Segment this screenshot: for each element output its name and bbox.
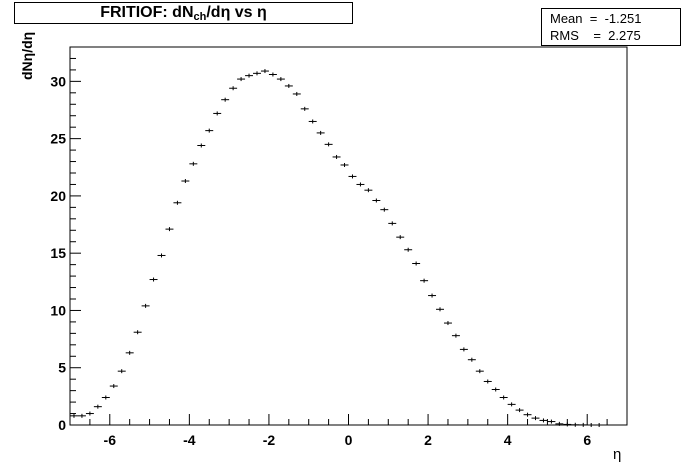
y-axis-ticks: 0 5 10 15 20 25 30 [50,46,81,433]
data-point [133,330,142,335]
x-axis-label: η [613,446,622,463]
y-tick-label: 20 [50,188,66,204]
chart-title: FRITIOF: dNch/dη vs η [14,2,353,24]
data-point [237,77,246,82]
data-point [523,412,532,417]
data-point [571,422,580,427]
y-tick-label: 10 [50,302,66,318]
title-suffix: /dη vs η [206,4,267,21]
data-point [443,321,452,326]
data-point [475,369,484,374]
data-point [181,179,190,184]
data-point [459,347,468,352]
data-point [428,293,437,298]
title-prefix: FRITIOF: dN [100,4,194,21]
mean-label: Mean [550,11,583,26]
data-point [245,73,254,78]
data-point [555,421,564,426]
data-point [356,182,365,187]
data-point [157,253,166,258]
data-point [467,357,476,362]
plot-frame [69,46,628,426]
title-subscript: ch [193,11,207,23]
data-point [101,395,110,400]
data-point [253,71,261,76]
data-point [420,278,429,283]
data-point [117,369,126,374]
mean-value: -1.251 [604,11,642,26]
y-tick-label: 25 [50,131,66,147]
data-point [197,143,206,148]
data-point [300,106,309,111]
stats-mean-row: Mean = -1.251 [550,11,642,26]
data-point [515,408,524,413]
data-point [332,154,341,159]
data-point [308,119,317,124]
data-point [451,333,460,338]
x-axis-ticks: -6 -4 -2 0 2 4 6 [69,414,628,448]
data-point [221,97,230,102]
data-point [125,350,134,355]
data-point [165,227,174,232]
data-point [396,235,405,240]
data-point [292,91,301,96]
x-tick-label: -4 [183,432,196,448]
data-point [595,423,604,427]
stats-rms-row: RMS = 2.275 [550,28,641,43]
data-point [284,83,293,88]
data-point [499,395,508,400]
x-tick-label: 6 [583,432,591,448]
x-tick-label: 0 [345,432,353,448]
data-point [587,423,596,427]
stats-box: Mean = -1.251 RMS = 2.275 [541,8,681,46]
data-point [276,77,285,82]
rms-value: 2.275 [608,28,641,43]
data-point [547,419,556,424]
data-point [539,418,548,423]
data-point [436,307,444,312]
data-point [372,198,381,203]
data-point [324,142,333,147]
data-point [483,379,492,384]
data-point [85,411,94,416]
rms-label: RMS [550,28,579,43]
data-point [268,72,277,77]
data-point [507,402,516,407]
data-point [380,207,389,212]
data-point [404,247,413,252]
data-point [109,384,118,389]
data-markers [70,69,604,427]
data-point [93,404,102,409]
x-tick-label: -2 [263,432,276,448]
x-tick-label: 4 [504,432,512,448]
y-tick-label: 0 [58,417,66,433]
data-point [563,422,572,427]
x-tick-label: 2 [424,432,432,448]
data-point [388,221,397,226]
data-point [340,162,349,167]
data-point [229,86,238,91]
y-tick-label: 15 [50,245,66,261]
data-point [260,69,269,74]
y-tick-label: 5 [58,360,66,376]
data-point [213,111,222,116]
data-point [579,422,588,427]
data-point [149,277,158,282]
data-point [189,161,198,166]
data-point [531,416,540,421]
data-point [205,128,214,133]
data-point [141,303,150,308]
data-point [173,200,182,205]
data-point [491,387,500,392]
data-point [412,261,421,266]
data-point [70,413,78,418]
data-point [77,413,86,418]
y-tick-label: 30 [50,73,66,89]
data-point [316,130,325,135]
data-point [348,174,357,179]
y-axis-label: dNη/dη [19,31,35,80]
data-point [364,188,373,193]
x-tick-label: -6 [104,432,117,448]
